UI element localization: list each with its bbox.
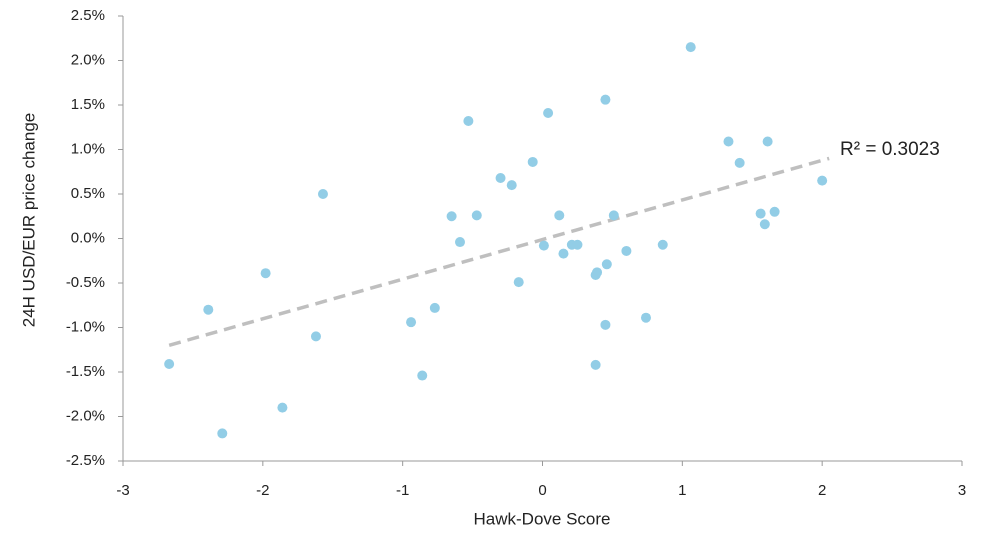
y-tick-label: 2.0% <box>71 51 105 68</box>
y-tick-label: 1.0% <box>71 140 105 157</box>
scatter-point <box>417 370 428 381</box>
scatter-point <box>543 108 554 119</box>
scatter-point <box>277 402 288 413</box>
scatter-point <box>600 319 611 330</box>
scatter-point <box>734 157 745 168</box>
scatter-point <box>558 248 569 259</box>
scatter-point <box>640 312 651 323</box>
scatter-point <box>685 42 696 53</box>
scatter-point <box>755 208 766 219</box>
y-tick-label: 0.0% <box>71 229 105 246</box>
scatter-point <box>495 172 506 183</box>
scatter-point <box>600 94 611 105</box>
scatter-point <box>592 267 603 278</box>
scatter-point <box>817 175 828 186</box>
scatter-point <box>463 116 474 127</box>
scatter-point <box>621 245 632 256</box>
y-tick-label: -0.5% <box>66 274 105 291</box>
scatter-point <box>723 136 734 147</box>
scatter-point <box>572 239 583 250</box>
y-tick-label: 1.5% <box>71 96 105 113</box>
r-squared-annotation: R² = 0.3023 <box>840 139 940 160</box>
scatter-point <box>471 210 482 221</box>
y-tick-label: -2.0% <box>66 407 105 424</box>
scatter-point <box>406 317 417 328</box>
scatter-point <box>657 239 668 250</box>
scatter-point <box>608 210 619 221</box>
y-tick-label: -2.5% <box>66 452 105 469</box>
y-tick-label: 2.5% <box>71 7 105 24</box>
scatter-point <box>506 180 517 191</box>
x-tick-label: 0 <box>538 482 546 499</box>
scatter-point <box>429 302 440 313</box>
y-tick-label: -1.0% <box>66 318 105 335</box>
y-tick-label: -1.5% <box>66 363 105 380</box>
scatter-point <box>446 211 457 222</box>
scatter-point <box>759 219 770 230</box>
scatter-point <box>513 277 524 288</box>
x-tick-label: 2 <box>818 482 826 499</box>
y-tick-label: 0.5% <box>71 185 105 202</box>
scatter-point <box>601 259 612 270</box>
scatter-point <box>554 210 565 221</box>
x-tick-label: -2 <box>256 482 269 499</box>
y-axis-title: 24H USD/EUR price change <box>19 113 38 327</box>
x-tick-label: -3 <box>116 482 129 499</box>
trend-line <box>168 156 830 347</box>
scatter-point <box>164 358 175 369</box>
scatter-point <box>217 428 228 439</box>
scatter-point <box>762 136 773 147</box>
scatter-point <box>203 304 214 315</box>
scatter-point <box>260 268 271 279</box>
scatter-point <box>454 237 465 248</box>
scatter-point <box>317 189 328 199</box>
scatter-point <box>527 156 538 167</box>
x-tick-label: 3 <box>958 482 966 499</box>
x-axis-title: Hawk-Dove Score <box>474 509 611 528</box>
scatter-point <box>590 359 601 370</box>
x-tick-label: 1 <box>678 482 686 499</box>
x-tick-label: -1 <box>396 482 409 499</box>
scatter-point <box>538 240 549 251</box>
scatter-point <box>769 206 780 217</box>
scatter-point <box>310 331 321 342</box>
